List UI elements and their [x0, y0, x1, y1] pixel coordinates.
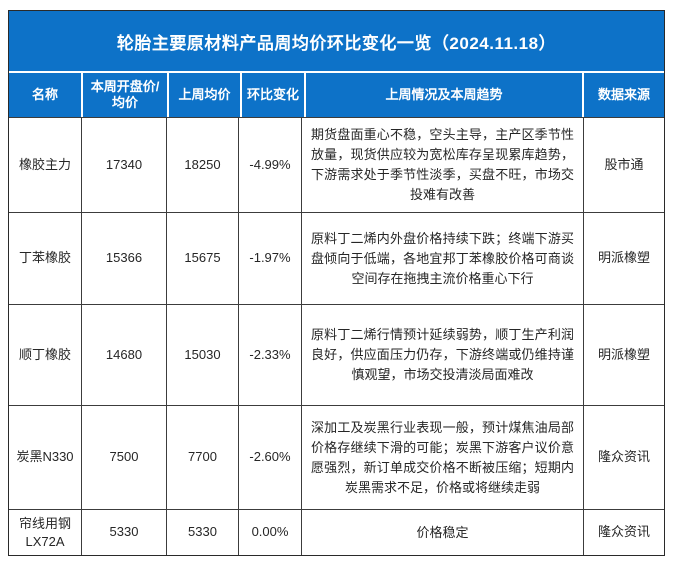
trend-text: 原料丁二烯行情预计延续弱势，顺丁生产利润良好，供应面压力仍存，下游终端或仍维持谨… [311, 327, 574, 382]
col-header-source: 数据来源 [584, 73, 664, 117]
cell-trend: 原料丁二烯行情预计延续弱势，顺丁生产利润良好，供应面压力仍存，下游终端或仍维持谨… [302, 305, 583, 405]
cell-open-price: 14680 [82, 305, 166, 405]
cell-change: -1.97% [239, 213, 301, 304]
cell-open-price: 17340 [82, 118, 166, 212]
table-body: 橡胶主力 17340 18250 -4.99% 期货盘面重心不稳，空头主导，主产… [9, 117, 664, 555]
cell-last-week-price: 5330 [167, 510, 238, 555]
col-header-change: 环比变化 [242, 73, 304, 117]
cell-source: 隆众资讯 [584, 510, 664, 555]
cell-source: 明派橡塑 [584, 213, 664, 304]
cell-trend: 期货盘面重心不稳，空头主导，主产区季节性放量，现货供应较为宽松库存呈现累库趋势，… [302, 118, 583, 212]
cell-last-week-price: 15030 [167, 305, 238, 405]
table-title: 轮胎主要原材料产品周均价环比变化一览（2024.11.18） [9, 11, 664, 71]
col-header-last-week-price: 上周均价 [169, 73, 240, 117]
cell-trend: 价格稳定 [302, 510, 583, 555]
cell-material-name: 橡胶主力 [9, 118, 81, 212]
cell-last-week-price: 15675 [167, 213, 238, 304]
material-name-line1: 帘线用钢 [18, 515, 71, 531]
price-change-table: 轮胎主要原材料产品周均价环比变化一览（2024.11.18） 名称 本周开盘价/… [8, 10, 665, 556]
cell-last-week-price: 7700 [167, 406, 238, 509]
cell-trend: 原料丁二烯内外盘价格持续下跌；终端下游买盘倾向于低端，各地宜邦丁苯橡胶价格可商谈… [302, 213, 583, 304]
col-header-name: 名称 [9, 73, 81, 117]
col-header-trend: 上周情况及本周趋势 [306, 73, 582, 117]
cell-last-week-price: 18250 [167, 118, 238, 212]
cell-source: 股市通 [584, 118, 664, 212]
col-header-open-price: 本周开盘价/均价 [83, 73, 167, 117]
table-header: 名称 本周开盘价/均价 上周均价 环比变化 上周情况及本周趋势 数据来源 [9, 73, 664, 117]
cell-material-name: 顺丁橡胶 [9, 305, 81, 405]
cell-change: -2.60% [239, 406, 301, 509]
cell-change: -4.99% [239, 118, 301, 212]
trend-text: 期货盘面重心不稳，空头主导，主产区季节性放量，现货供应较为宽松库存呈现累库趋势，… [311, 127, 574, 202]
material-name-line2: LX72A [25, 533, 65, 549]
trend-text: 深加工及炭黑行业表现一般，预计煤焦油局部价格存继续下滑的可能；炭黑下游客户议价意… [311, 419, 574, 495]
cell-open-price: 7500 [82, 406, 166, 509]
trend-text: 原料丁二烯内外盘价格持续下跌；终端下游买盘倾向于低端，各地宜邦丁苯橡胶价格可商谈… [311, 230, 574, 286]
cell-change: 0.00% [239, 510, 301, 555]
cell-trend: 深加工及炭黑行业表现一般，预计煤焦油局部价格存继续下滑的可能；炭黑下游客户议价意… [302, 406, 583, 509]
cell-source: 隆众资讯 [584, 406, 664, 509]
cell-material-name: 炭黑N330 [9, 406, 81, 509]
cell-change: -2.33% [239, 305, 301, 405]
cell-open-price: 15366 [82, 213, 166, 304]
cell-open-price: 5330 [82, 510, 166, 555]
cell-material-name: 帘线用钢 LX72A [9, 510, 81, 555]
cell-material-name: 丁苯橡胶 [9, 213, 81, 304]
cell-source: 明派橡塑 [584, 305, 664, 405]
trend-text: 价格稳定 [416, 524, 469, 540]
